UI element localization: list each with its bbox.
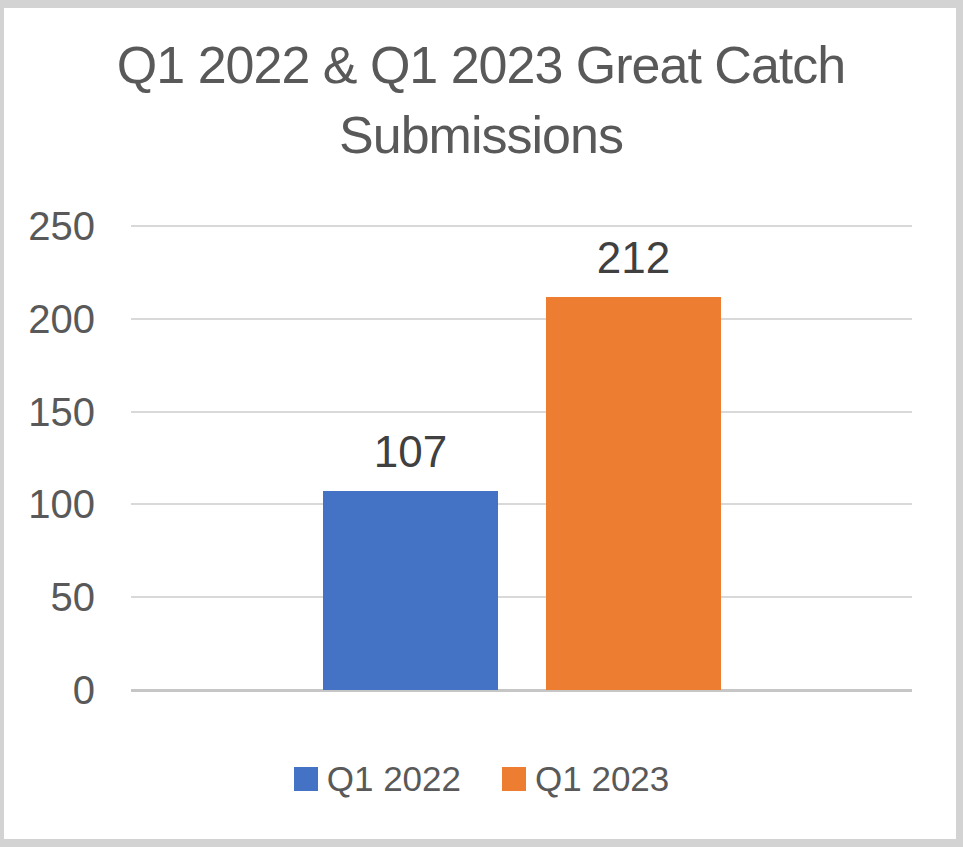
legend-label: Q1 2022: [327, 763, 461, 795]
chart-title: Q1 2022 & Q1 2023 Great Catch Submission…: [81, 30, 881, 170]
legend-item-q1-2022: Q1 2022: [294, 763, 461, 795]
legend-item-q1-2023: Q1 2023: [502, 763, 669, 795]
legend-label: Q1 2023: [535, 763, 669, 795]
legend: Q1 2022 Q1 2023: [0, 763, 963, 795]
gridline: [131, 225, 912, 227]
y-axis-tick-label: 200: [0, 296, 95, 342]
x-axis-line: [131, 689, 912, 692]
bar-value-label: 107: [283, 427, 538, 477]
bar-chart: Q1 2022 & Q1 2023 Great Catch Submission…: [0, 0, 963, 847]
y-axis-tick-label: 150: [0, 389, 95, 435]
y-axis-tick-label: 50: [0, 574, 95, 620]
legend-swatch-q1-2023: [502, 767, 526, 791]
y-axis-tick-label: 0: [0, 667, 95, 713]
bar-q1-2022: [323, 491, 498, 690]
gridline: [131, 411, 912, 413]
gridline: [131, 596, 912, 598]
gridline: [131, 503, 912, 505]
bar-value-label: 212: [506, 233, 761, 283]
y-axis-tick-label: 100: [0, 481, 95, 527]
bar-q1-2023: [546, 297, 721, 690]
y-axis-tick-label: 250: [0, 203, 95, 249]
legend-swatch-q1-2022: [294, 767, 318, 791]
gridline: [131, 318, 912, 320]
